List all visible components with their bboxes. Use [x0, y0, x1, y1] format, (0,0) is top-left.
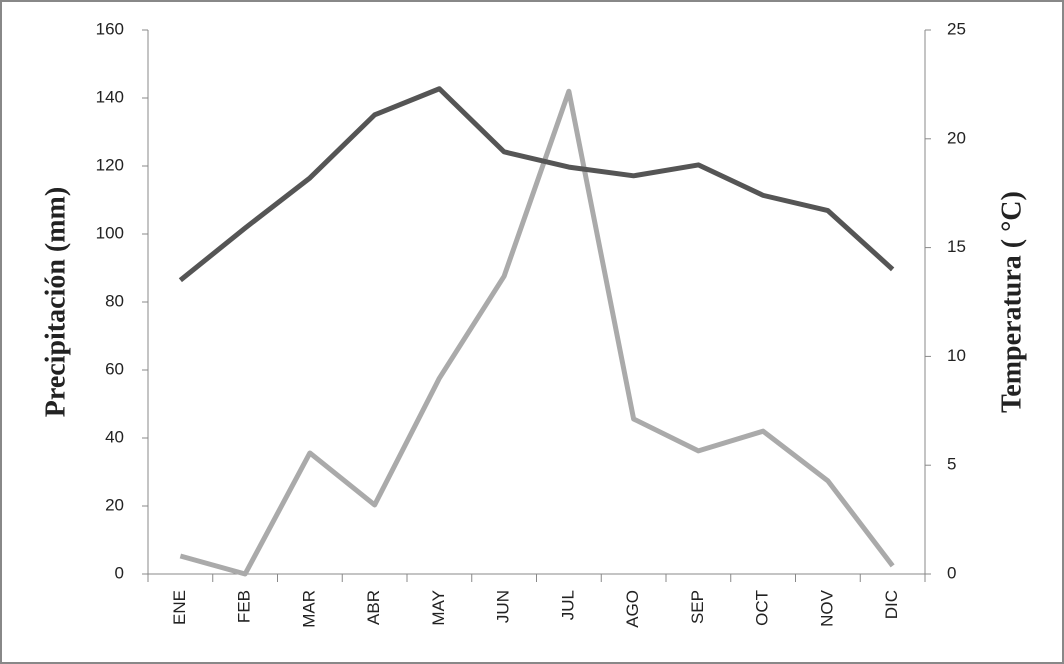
x-tick-label: DIC	[882, 590, 901, 619]
y2-tick-label: 25	[947, 19, 966, 38]
x-tick-label: NOV	[817, 589, 836, 627]
y-tick-label: 20	[105, 495, 124, 514]
y-tick-label: 100	[96, 223, 124, 242]
line-series	[178, 86, 895, 283]
y2-tick-label: 15	[947, 237, 966, 256]
y2-tick-label: 5	[947, 455, 956, 474]
y-tick-label: 160	[96, 19, 124, 38]
x-tick-label: ENE	[170, 590, 189, 625]
x-tick-label: JUL	[558, 590, 577, 620]
x-tick-label: MAY	[429, 590, 448, 626]
y-tick-label: 120	[96, 155, 124, 174]
y2-tick-label: 10	[947, 346, 966, 365]
x-tick-label: SEP	[688, 590, 707, 624]
y-tick-label: 0	[115, 563, 124, 582]
x-tick-label: JUN	[494, 590, 513, 623]
x-tick-label: FEB	[235, 590, 254, 623]
x-tick-label: OCT	[753, 590, 772, 626]
y2-tick-label: 0	[947, 563, 956, 582]
y-tick-label: 60	[105, 359, 124, 378]
y-tick-label: 80	[105, 291, 124, 310]
x-tick-label: MAR	[299, 590, 318, 628]
line-series	[179, 88, 895, 577]
x-tick-label: ABR	[364, 590, 383, 625]
y2-axis-title: Temperatura ( °C)	[996, 191, 1027, 413]
y2-tick-label: 20	[947, 128, 966, 147]
y-axis-title: Precipitación (mm)	[40, 187, 71, 417]
y-tick-label: 140	[96, 87, 124, 106]
y-tick-label: 40	[105, 427, 124, 446]
x-tick-label: AGO	[623, 590, 642, 628]
